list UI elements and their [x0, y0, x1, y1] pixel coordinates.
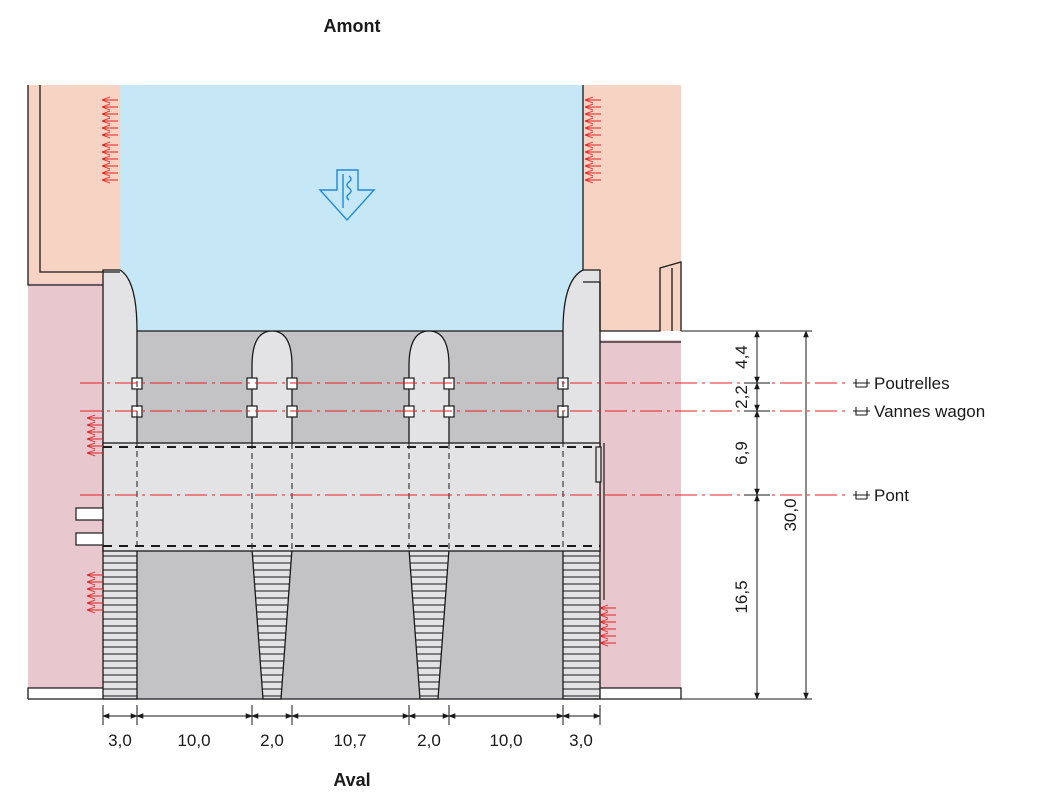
title-downstream: Aval — [333, 770, 370, 790]
dim-h-2: 10,0 — [177, 731, 210, 750]
axis-marker-icon — [853, 491, 870, 500]
axis-label-bridge: Pont — [874, 486, 909, 505]
flow-direction-arrow-icon — [318, 169, 376, 222]
rock-hatch — [584, 96, 601, 139]
wall-hatching — [103, 555, 600, 697]
rock-hatch — [86, 414, 103, 457]
downstream-left-bank — [28, 283, 103, 688]
horizontal-dimension-labels: 3,0 10,0 2,0 10,7 2,0 10,0 3,0 — [108, 731, 593, 750]
vertical-dimension-chain — [681, 330, 812, 700]
dim-h-4: 10,7 — [333, 731, 366, 750]
axis-marker-icon — [853, 379, 870, 388]
rock-hatch — [86, 571, 103, 614]
rock-hatch — [599, 604, 616, 647]
rock-hatching — [86, 96, 616, 647]
axis-lines — [80, 382, 850, 496]
dim-h-5: 2,0 — [417, 731, 441, 750]
dim-h-7: 3,0 — [569, 731, 593, 750]
rock-hatch — [584, 141, 601, 184]
vertical-dimension-labels: 4,4 2,2 6,9 16,5 30,0 — [732, 345, 800, 613]
axis-label-beams: Poutrelles — [874, 374, 950, 393]
downstream-base — [27, 687, 682, 700]
rock-hatch — [101, 96, 118, 139]
axis-label-bridge-group: Pont — [853, 486, 909, 505]
bridge-deck — [75, 331, 605, 600]
upstream-left-bank — [28, 85, 120, 285]
dim-h-6: 10,0 — [489, 731, 522, 750]
axis-label-wagon-gates-group: Vannes wagon — [853, 402, 985, 421]
dim-v-3: 6,9 — [732, 441, 751, 465]
downstream-right-bank — [600, 340, 681, 688]
dim-h-3: 2,0 — [260, 731, 284, 750]
rock-hatch — [101, 141, 118, 184]
axis-label-beams-group: Poutrelles — [853, 374, 950, 393]
dim-h-1: 3,0 — [108, 731, 132, 750]
bank-outlines — [27, 85, 682, 343]
dim-v-total: 30,0 — [781, 498, 800, 531]
axis-label-wagon-gates: Vannes wagon — [874, 402, 985, 421]
axis-marker-icon — [853, 407, 870, 416]
dim-v-1: 4,4 — [732, 345, 751, 369]
title-upstream: Amont — [324, 16, 381, 36]
upstream-water — [120, 85, 583, 331]
dim-v-4: 16,5 — [732, 580, 751, 613]
dim-v-2: 2,2 — [732, 385, 751, 409]
riverbanks — [28, 85, 681, 688]
horizontal-dimension-chain — [102, 705, 601, 725]
